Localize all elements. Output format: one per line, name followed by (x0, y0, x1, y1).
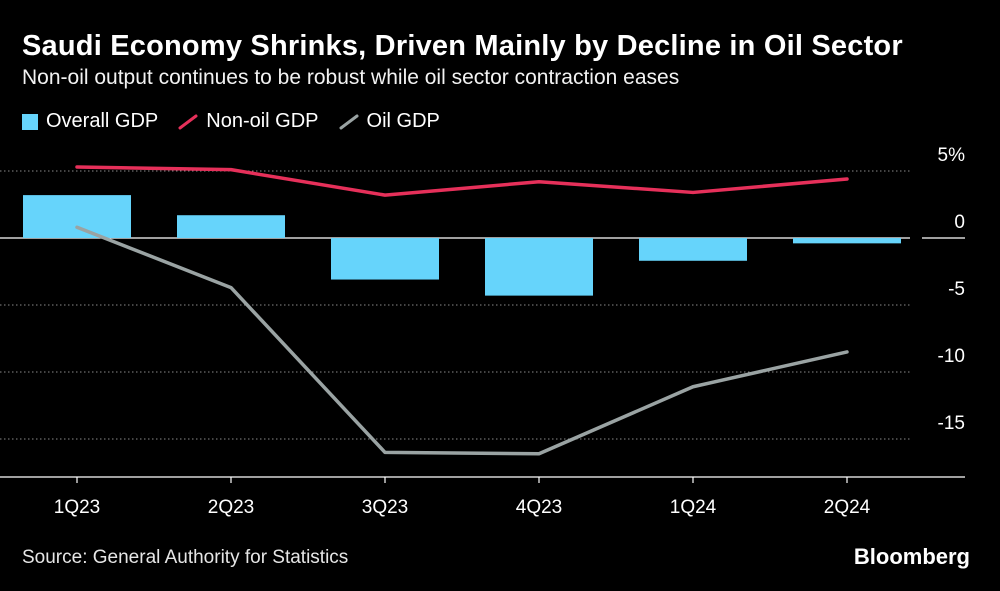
bar-overall-gdp (639, 238, 747, 261)
x-tick-label: 2Q24 (824, 497, 871, 518)
bar-overall-gdp (485, 238, 593, 296)
y-tick-label: -5 (948, 279, 965, 300)
x-tick-label: 3Q23 (362, 497, 408, 518)
y-tick-label: -15 (938, 413, 965, 434)
y-tick-label: 0 (954, 212, 965, 233)
y-tick-label: 5% (938, 145, 966, 166)
legend-item-oil-gdp: Oil GDP (339, 110, 440, 133)
y-tick-label: -10 (938, 346, 965, 367)
source-note: Source: General Authority for Statistics (22, 547, 349, 568)
legend-swatch-oil-gdp (339, 114, 359, 129)
legend: Overall GDP Non-oil GDP Oil GDP (22, 110, 460, 133)
legend-swatch-non-oil-gdp (178, 114, 198, 129)
legend-item-overall-gdp: Overall GDP (22, 110, 158, 133)
bar-overall-gdp (793, 238, 901, 244)
legend-item-non-oil-gdp: Non-oil GDP (178, 110, 319, 133)
bloomberg-logo: Bloomberg (853, 544, 970, 569)
x-tick-label: 1Q23 (54, 497, 100, 518)
legend-label-oil-gdp: Oil GDP (366, 110, 440, 132)
chart-title: Saudi Economy Shrinks, Driven Mainly by … (22, 30, 903, 62)
bar-overall-gdp (177, 215, 285, 238)
bar-overall-gdp (23, 195, 131, 238)
line-oil-gdp (75, 225, 849, 456)
bar-overall-gdp (331, 238, 439, 280)
legend-label-overall-gdp: Overall GDP (46, 110, 159, 132)
x-tick-label: 4Q23 (516, 497, 562, 518)
legend-label-non-oil-gdp: Non-oil GDP (206, 110, 319, 132)
chart-subtitle: Non-oil output continues to be robust wh… (22, 66, 680, 89)
x-tick-label: 1Q24 (670, 497, 717, 518)
legend-swatch-overall-gdp (22, 113, 38, 130)
line-non-oil-gdp (75, 165, 849, 197)
x-tick-label: 2Q23 (208, 497, 254, 518)
